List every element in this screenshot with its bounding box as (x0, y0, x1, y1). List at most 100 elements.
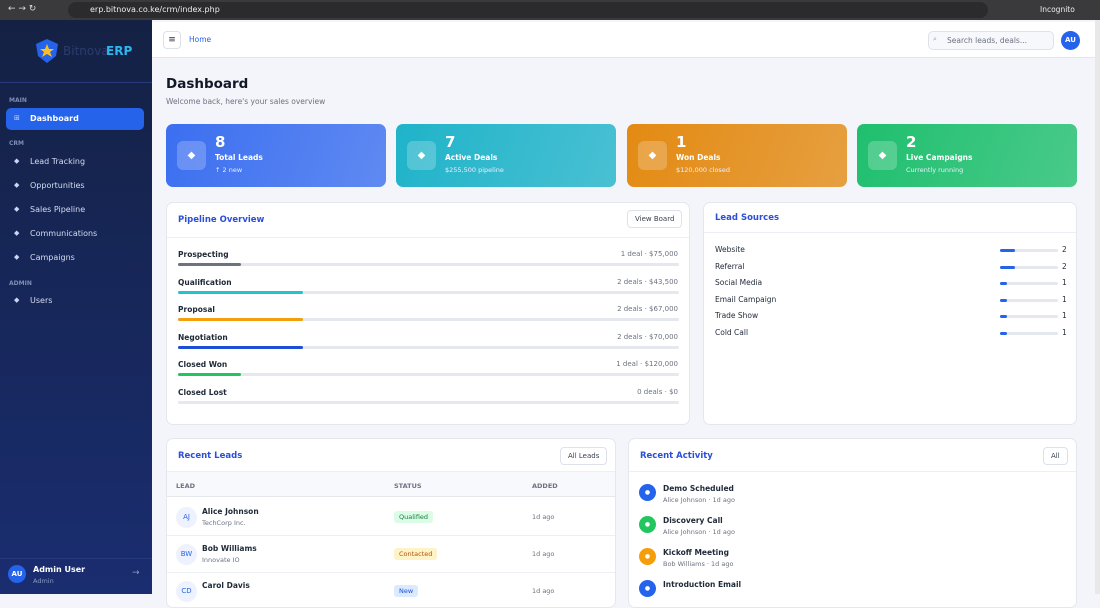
lead-avatar: CD (176, 581, 197, 602)
stage-summary: 0 deals · $0 (637, 387, 678, 396)
nav-section: ADMIN (9, 280, 32, 287)
avatar[interactable]: AU (1061, 31, 1080, 50)
stat-note: $255,500 pipeline (445, 166, 504, 174)
stage-track (178, 373, 679, 376)
scrollbar (1095, 20, 1100, 594)
stage-bar (178, 290, 304, 294)
lead-added: 1d ago (532, 550, 555, 558)
nav-section: MAIN (9, 97, 27, 104)
page-subtitle: Welcome back, here's your sales overview (166, 97, 326, 106)
menu-toggle[interactable]: ≡ (163, 31, 181, 49)
nav-item[interactable]: Campaigns (30, 253, 75, 262)
source-name: Social Media (715, 278, 763, 287)
stat-card: ◆ 1 Won Deals $120,000 closed (627, 124, 847, 187)
source-name: Email Campaign (715, 294, 777, 304)
activity-title: Introduction Email (663, 580, 742, 589)
activity-title: Demo Scheduled (663, 484, 734, 493)
source-name: Referral (715, 261, 745, 271)
source-bar (1000, 249, 1015, 252)
nav-icon: ◆ (14, 205, 20, 213)
stage-track (178, 400, 679, 404)
browser-bar: ← → ↻ erp.bitnova.co.ke/crm/index.php In… (0, 0, 1100, 20)
all-activity-button[interactable]: All (1043, 447, 1068, 465)
stat-note: ↑ 2 new (215, 166, 243, 174)
nav-icon: ⊞ (14, 114, 20, 122)
nav-item[interactable]: Users (30, 296, 53, 305)
source-count: 1 (1062, 278, 1067, 287)
logo (36, 39, 58, 63)
source-name: Website (715, 245, 745, 254)
stage-name: Negotiation (178, 332, 228, 342)
nav-section: CRM (9, 140, 24, 147)
nav-item[interactable]: Dashboard (30, 114, 79, 123)
lead-name[interactable]: Alice Johnson (202, 507, 259, 516)
source-track (1000, 265, 1058, 269)
nav-item[interactable]: Opportunities (30, 181, 85, 190)
stat-icon: ◆ (177, 141, 206, 170)
source-bar (1000, 331, 1008, 335)
nav-item[interactable]: Sales Pipeline (30, 205, 86, 214)
search-placeholder: Search leads, deals... (947, 36, 1027, 45)
stat-card: ◆ 2 Live Campaigns Currently running (857, 124, 1077, 187)
source-bar (1000, 298, 1008, 302)
nav-active[interactable] (6, 108, 144, 130)
brand: Bitnova (63, 44, 109, 58)
lead-avatar: BW (176, 544, 197, 565)
stage-name: Closed Lost (178, 387, 227, 397)
lead-company: TechCorp Inc. (202, 519, 246, 527)
lead-avatar: AJ (176, 507, 197, 528)
source-track (1000, 298, 1058, 302)
stage-track (178, 318, 679, 321)
stage-summary: 2 deals · $67,000 (617, 305, 678, 313)
lead-sources-card: Lead Sources Website 2 Referral 2 Social Med… (703, 202, 1077, 425)
row-divider (167, 535, 615, 536)
divider (0, 82, 152, 83)
nav-icon: ◆ (14, 181, 20, 189)
incognito: Incognito (1040, 5, 1075, 14)
lead-name[interactable]: Carol Davis (202, 581, 250, 590)
stage-track (178, 263, 679, 266)
user-role: Admin (33, 577, 54, 585)
lead-company: Innovate IO (202, 556, 240, 564)
nav-buttons[interactable]: ← → ↻ (8, 4, 37, 14)
all-leads-button[interactable]: All Leads (560, 447, 608, 465)
stat-value: 2 (906, 133, 917, 151)
logout[interactable]: → (132, 568, 140, 578)
nav-item[interactable]: Lead Tracking (30, 157, 86, 166)
stage-name: Proposal (178, 305, 215, 314)
lead-sources-title: Lead Sources (715, 213, 780, 223)
stat-icon: ◆ (868, 141, 897, 170)
status-badge: New (394, 585, 419, 597)
stage-summary: 1 deal · $75,000 (620, 250, 678, 258)
divider (629, 471, 1076, 472)
stage-bar (178, 373, 241, 376)
stat-note: $120,000 closed (676, 166, 730, 174)
nav-item[interactable]: Communications (30, 229, 98, 238)
stat-card: ◆ 7 Active Deals $255,500 pipeline (396, 124, 616, 187)
lead-name[interactable]: Bob Williams (202, 544, 257, 553)
stat-icon: ◆ (638, 141, 667, 170)
user-avatar[interactable]: AU (8, 565, 26, 583)
lead-added: 1d ago (532, 513, 555, 521)
activity-icon: ● (639, 548, 656, 565)
source-count: 1 (1062, 327, 1067, 337)
divider (167, 471, 615, 472)
search-box[interactable] (928, 31, 1054, 50)
source-track (1000, 249, 1058, 252)
address-bar[interactable] (68, 2, 988, 18)
stage-track (178, 345, 679, 349)
stage-name: Prospecting (178, 250, 229, 259)
sidebar: Bitnova ERP AU Admin User Admin → MAIN ⊞ D… (0, 20, 152, 594)
user-name: Admin User (33, 565, 86, 574)
view-board-button[interactable]: View Board (627, 210, 683, 228)
source-count: 2 (1062, 245, 1067, 254)
stage-summary: 2 deals · $70,000 (617, 332, 678, 341)
column-header: STATUS (394, 482, 422, 490)
breadcrumb[interactable]: Home (189, 35, 212, 44)
row-divider (167, 572, 615, 573)
source-name: Cold Call (715, 327, 749, 337)
stat-value: 8 (215, 133, 226, 151)
divider (0, 558, 152, 559)
nav-icon: ◆ (14, 157, 20, 165)
